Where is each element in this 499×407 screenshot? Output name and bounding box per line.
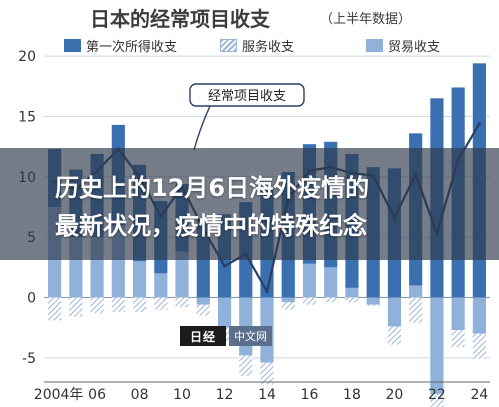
bar-services (451, 330, 465, 347)
bar-trade (430, 297, 444, 395)
bar-trade (175, 251, 189, 298)
x-tick-label: 12 (216, 387, 234, 403)
bar-trade (366, 297, 380, 305)
bar-services (281, 302, 295, 310)
legend-label-primary-income: 第一次所得收支 (86, 39, 178, 55)
chart-title: 日本的经常项目收支 (90, 7, 270, 31)
y-tick-label: -5 (22, 351, 36, 367)
callout-leader (193, 105, 211, 151)
line-point (477, 122, 481, 126)
legend-swatch-primary-income (64, 38, 81, 52)
x-tick-label: 20 (386, 387, 404, 403)
bar-trade (154, 273, 168, 298)
bar-trade (217, 297, 232, 328)
bar-services (69, 297, 83, 317)
legend-item-trade: 贸易收支 (366, 36, 441, 55)
bar-services (430, 394, 444, 407)
bar-services (196, 304, 210, 316)
bar-trade (409, 285, 423, 298)
bar-trade (472, 297, 486, 334)
legend-swatch-services (220, 38, 237, 52)
x-tick-label: 18 (343, 387, 361, 403)
bar-services (175, 297, 189, 308)
bar-services (366, 304, 380, 306)
line-point (265, 289, 269, 294)
watermark-text: 中文网 (229, 326, 272, 346)
y-tick-label: 20 (18, 49, 36, 65)
x-tick-label: 22 (428, 387, 446, 403)
bar-trade (387, 297, 402, 327)
y-tick-label: 15 (18, 109, 36, 125)
callout-layer: 经常项目收支 (189, 83, 305, 151)
legend-item-services: 服务收支 (220, 36, 295, 55)
bar-services (132, 297, 147, 312)
bar-trade (451, 297, 465, 331)
x-tick-label: 14 (258, 387, 276, 403)
bar-trade (196, 297, 210, 305)
bar-services (387, 326, 402, 345)
watermark: 日经 中文网 (180, 326, 272, 346)
y-tick-label: 0 (27, 291, 36, 307)
bar-services (48, 297, 62, 321)
legend-swatch-trade (366, 38, 383, 52)
bar-services (260, 362, 274, 385)
x-tick-label: 10 (173, 387, 191, 403)
bar-trade (281, 297, 295, 303)
bar-trade (132, 261, 147, 298)
watermark-logo: 日经 (180, 326, 226, 346)
bar-services (302, 297, 317, 305)
bar-services (472, 333, 486, 360)
chart-subtitle: （上半年数据） (320, 12, 412, 27)
bar-services (154, 297, 168, 310)
bar-services (111, 297, 125, 312)
headline-line-1[interactable]: 历史上的12月6日海外疫情的 (55, 174, 370, 202)
bar-trade (345, 287, 359, 298)
legend-label-services: 服务收支 (242, 39, 295, 55)
line-point (222, 264, 227, 268)
bar-trade (324, 267, 338, 298)
headline-line-2[interactable]: 最新状况，疫情中的特殊纪念 (55, 212, 367, 240)
bar-trade (302, 263, 317, 298)
x-tick-label: 08 (131, 387, 149, 403)
legend-item-primary-income: 第一次所得收支 (64, 36, 178, 55)
bar-services (239, 355, 253, 376)
x-tick-label: 2004年 (34, 387, 84, 403)
bar-services (90, 297, 104, 314)
x-tick-label: 24 (470, 387, 488, 403)
headline-banner (0, 148, 499, 260)
callout-box (189, 83, 305, 107)
legend-label-trade: 贸易收支 (388, 39, 441, 55)
callout-label: 经常项目收支 (208, 89, 286, 104)
axis-layer: -5051015202004年06081012141618202224 (18, 49, 490, 403)
bar-services (324, 297, 338, 303)
bar-services (345, 297, 359, 303)
bar-services (409, 297, 423, 323)
x-tick-label: 16 (301, 387, 319, 403)
x-tick-label: 06 (88, 387, 106, 403)
